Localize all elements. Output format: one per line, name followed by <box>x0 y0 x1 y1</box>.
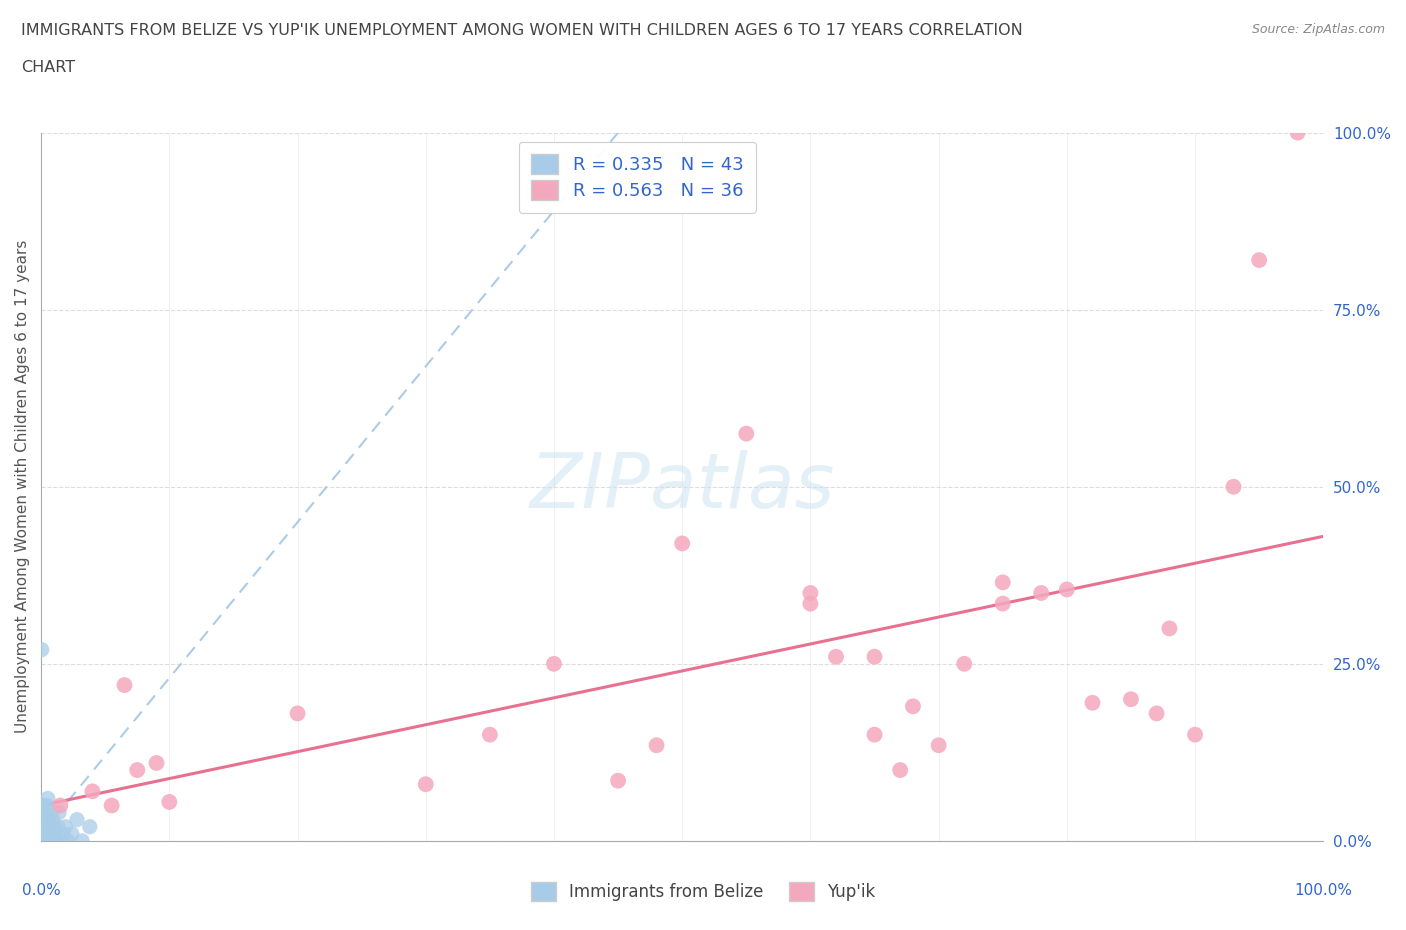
Point <box>45 833 67 848</box>
Point <box>48 805 70 820</box>
Point <box>114 678 136 693</box>
Point <box>1146 706 1168 721</box>
Point <box>37 819 59 834</box>
Point <box>1056 582 1078 597</box>
Point <box>32 819 55 834</box>
Point <box>34 819 56 834</box>
Point <box>39 805 62 820</box>
Point <box>41 833 63 848</box>
Point <box>863 649 886 664</box>
Point <box>543 657 565 671</box>
Point <box>37 833 59 848</box>
Point <box>1081 696 1104 711</box>
Point <box>35 798 58 813</box>
Point <box>478 727 501 742</box>
Point <box>287 706 309 721</box>
Point <box>863 727 886 742</box>
Point <box>1222 479 1244 494</box>
Point <box>35 827 58 842</box>
Point <box>55 819 77 834</box>
Point <box>991 575 1014 590</box>
Point <box>35 805 58 820</box>
Point <box>953 657 976 671</box>
Point <box>415 777 437 791</box>
Text: IMMIGRANTS FROM BELIZE VS YUP'IK UNEMPLOYMENT AMONG WOMEN WITH CHILDREN AGES 6 T: IMMIGRANTS FROM BELIZE VS YUP'IK UNEMPLO… <box>21 23 1022 38</box>
Point <box>145 755 167 770</box>
Point <box>60 827 83 842</box>
Point <box>157 794 180 809</box>
Point <box>1031 586 1053 601</box>
Point <box>34 812 56 827</box>
Point <box>70 833 93 848</box>
Point <box>56 833 79 848</box>
Point <box>671 536 693 551</box>
Point <box>100 798 122 813</box>
Point <box>31 819 53 834</box>
Legend: R = 0.335   N = 43, R = 0.563   N = 36: R = 0.335 N = 43, R = 0.563 N = 36 <box>519 141 756 213</box>
Point <box>799 596 821 611</box>
Point <box>607 773 630 788</box>
Point <box>889 763 911 777</box>
Text: CHART: CHART <box>21 60 75 75</box>
Point <box>1286 126 1309 140</box>
Point <box>39 819 62 834</box>
Point <box>38 827 60 842</box>
Point <box>31 643 53 658</box>
Text: 100.0%: 100.0% <box>1295 883 1353 897</box>
Point <box>37 833 59 848</box>
Point <box>37 790 59 805</box>
Point <box>825 649 848 664</box>
Point <box>46 819 69 834</box>
Point <box>42 833 65 848</box>
Point <box>991 596 1014 611</box>
Text: 0.0%: 0.0% <box>21 883 60 897</box>
Point <box>52 827 75 842</box>
Point <box>41 812 63 827</box>
Point <box>35 833 58 848</box>
Point <box>928 737 950 752</box>
Legend: Immigrants from Belize, Yup'ik: Immigrants from Belize, Yup'ik <box>524 876 882 908</box>
Point <box>42 819 65 834</box>
Point <box>66 812 89 827</box>
Point <box>1159 621 1181 636</box>
Point <box>34 833 56 848</box>
Point <box>127 763 149 777</box>
Point <box>31 798 53 813</box>
Text: ZIPatlas: ZIPatlas <box>530 450 835 524</box>
Point <box>44 827 66 842</box>
Point <box>645 737 668 752</box>
Point <box>32 827 55 842</box>
Point <box>79 819 101 834</box>
Point <box>34 827 56 842</box>
Point <box>32 833 55 848</box>
Point <box>38 833 60 848</box>
Point <box>735 426 758 441</box>
Point <box>49 833 72 848</box>
Point <box>1119 692 1142 707</box>
Point <box>82 784 104 799</box>
Text: Source: ZipAtlas.com: Source: ZipAtlas.com <box>1251 23 1385 36</box>
Point <box>901 698 924 713</box>
Point <box>32 798 55 813</box>
Point <box>799 586 821 601</box>
Point <box>1249 253 1271 268</box>
Y-axis label: Unemployment Among Women with Children Ages 6 to 17 years: Unemployment Among Women with Children A… <box>15 240 30 734</box>
Point <box>1184 727 1206 742</box>
Point <box>49 798 72 813</box>
Point <box>31 833 53 848</box>
Point <box>38 812 60 827</box>
Point <box>41 827 63 842</box>
Point <box>34 833 56 848</box>
